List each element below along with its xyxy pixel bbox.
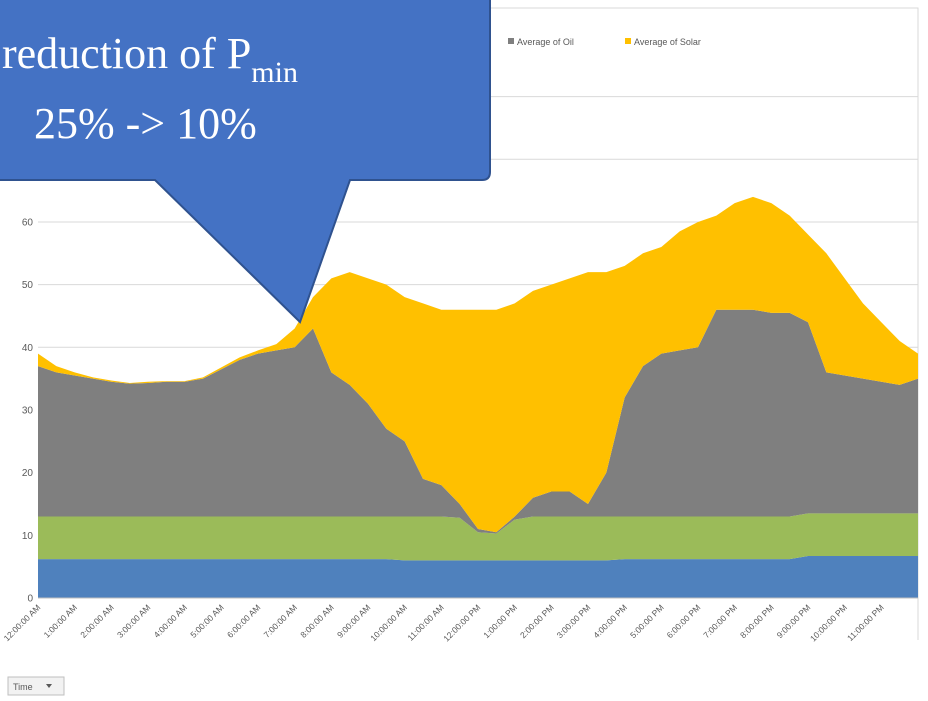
y-tick-label: 30 <box>22 405 34 416</box>
field-button-label[interactable]: Time <box>13 682 33 692</box>
y-tick-label: 60 <box>22 217 34 228</box>
legend-swatch <box>508 38 514 44</box>
y-tick-label: 10 <box>22 531 34 542</box>
callout: reduction of Pmin 25% -> 10% <box>0 0 491 324</box>
callout-subscript: min <box>251 56 298 89</box>
y-tick-label: 0 <box>27 594 33 605</box>
callout-shape <box>0 0 491 324</box>
y-tick-label: 50 <box>22 280 34 291</box>
area <box>38 309 918 534</box>
callout-text: reduction of P <box>2 29 251 78</box>
callout-line2: 25% -> 10% <box>34 99 257 148</box>
y-tick-label: 20 <box>22 468 34 479</box>
dropdown-arrow[interactable] <box>46 684 52 688</box>
field-button-box[interactable] <box>7 676 65 696</box>
area <box>38 196 918 533</box>
area <box>38 556 918 598</box>
callout-line1: reduction of Pmin <box>2 29 298 89</box>
legend-swatch <box>625 38 631 44</box>
field-button[interactable]: Time <box>7 676 65 696</box>
area <box>38 513 918 561</box>
legend-label: Average of Solar <box>634 37 701 47</box>
legend-label: Average of Oil <box>517 37 574 47</box>
y-tick-label: 40 <box>22 343 34 354</box>
